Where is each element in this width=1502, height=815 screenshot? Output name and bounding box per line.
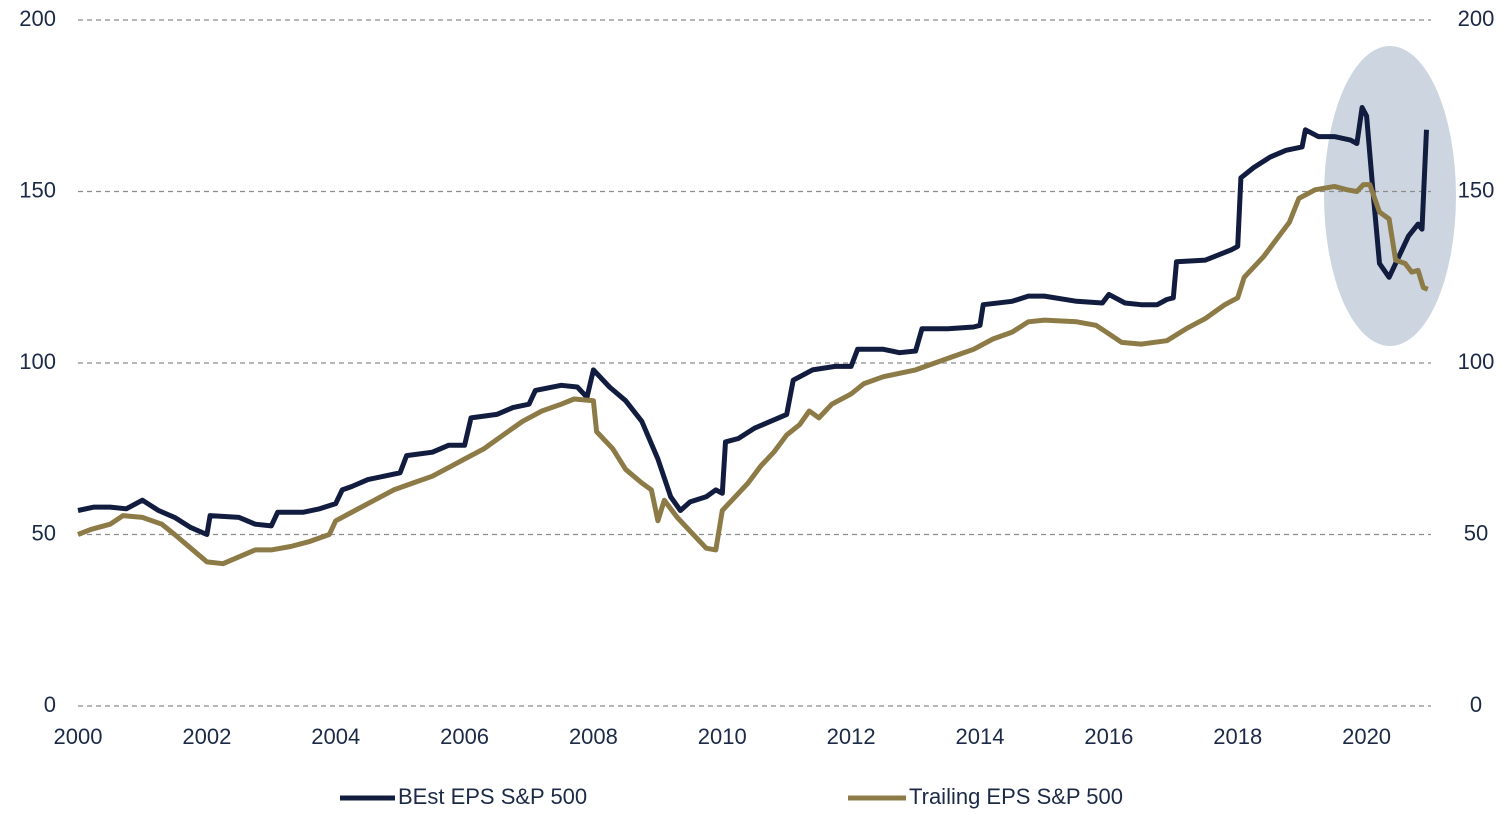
x-tick-label: 2016 [1084,724,1133,749]
y2-tick-label: 150 [1458,177,1495,202]
x-tick-label: 2000 [54,724,103,749]
x-tick-label: 2002 [182,724,231,749]
y2-tick-label: 100 [1458,349,1495,374]
x-tick-label: 2008 [569,724,618,749]
series-line [77,182,1429,567]
y-tick-label: 50 [32,520,56,545]
highlight-ellipse [1324,46,1456,346]
y2-tick-label: 50 [1464,520,1488,545]
x-tick-label: 2018 [1213,724,1262,749]
y2-tick-label: 200 [1458,6,1495,31]
x-tick-label: 2020 [1342,724,1391,749]
x-tick-label: 2004 [311,724,360,749]
x-tick-label: 2014 [956,724,1005,749]
x-tick-label: 2010 [698,724,747,749]
x-tick-label: 2006 [440,724,489,749]
x-tick-label: 2012 [827,724,876,749]
legend-label: Trailing EPS S&P 500 [909,784,1123,809]
legend-label: BEst EPS S&P 500 [398,784,587,809]
y-tick-label: 100 [19,349,56,374]
y2-tick-label: 0 [1470,692,1482,717]
y-tick-label: 0 [44,692,56,717]
series-line [77,105,1429,537]
y-tick-label: 150 [19,177,56,202]
y-tick-label: 200 [19,6,56,31]
